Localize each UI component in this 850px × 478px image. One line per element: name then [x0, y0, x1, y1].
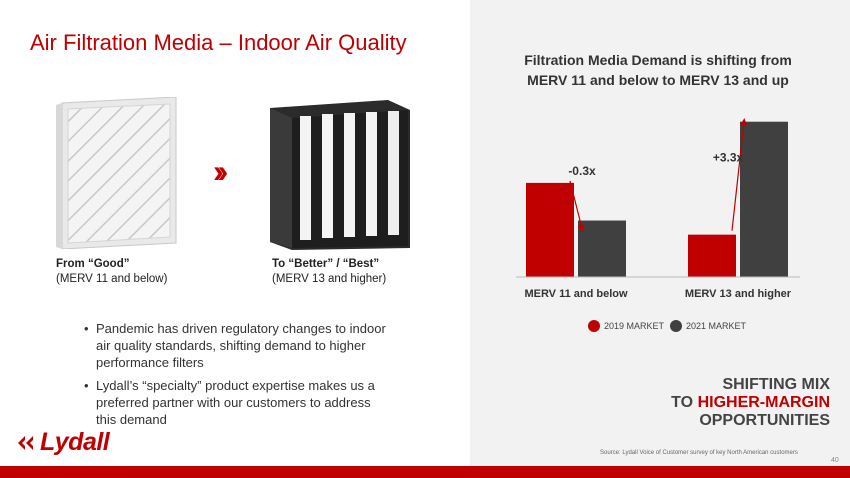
callout-line-2: TO HIGHER-MARGIN	[600, 394, 830, 412]
bar-2021-merv11	[578, 220, 626, 277]
company-logo: Lydall	[18, 428, 110, 457]
pleated-filter-image	[56, 97, 177, 249]
callout-line-3: OPPORTUNITIES	[699, 412, 830, 429]
legend-swatch-2019	[588, 320, 600, 332]
callout-line-1: SHIFTING MIX	[722, 376, 830, 393]
better-label-sub: (MERV 13 and higher)	[272, 273, 387, 285]
page-number: 40	[831, 457, 839, 464]
callout-text: SHIFTING MIX TO HIGHER-MARGIN OPPORTUNIT…	[600, 376, 830, 430]
good-label-sub: (MERV 11 and below)	[56, 273, 168, 285]
callout-highlight: HIGHER-MARGIN	[697, 394, 830, 411]
legend-label-2019: 2019 MARKET	[604, 321, 665, 331]
bar-2019-merv13	[688, 234, 736, 277]
legend-swatch-2021	[670, 320, 682, 332]
category-label: MERV 13 and higher	[685, 288, 792, 300]
bar-2021-merv13	[740, 121, 788, 277]
bar-2019-merv11	[526, 182, 574, 277]
bottom-bar	[0, 466, 850, 478]
better-label-title: To “Better” / “Best”	[272, 258, 380, 270]
better-filter-label: To “Better” / “Best” (MERV 13 and higher…	[272, 257, 386, 287]
demand-bar-chart: MERV 11 and below MERV 13 and higher -0.3x…	[516, 118, 800, 300]
source-note: Source: Lydall Voice of Customer survey …	[600, 450, 798, 456]
arrow-chevrons-icon: ››	[213, 153, 229, 189]
legend-item-2021: 2021 MARKET	[670, 320, 746, 332]
change-annotation: +3.3x	[713, 151, 744, 165]
change-arrow	[569, 180, 585, 233]
chart-title: Filtration Media Demand is shifting from…	[524, 52, 792, 88]
callout-line-2-prefix: TO	[671, 394, 694, 411]
page-title: Air Filtration Media – Indoor Air Qualit…	[30, 30, 407, 55]
bullet-item: Pandemic has driven regulatory changes t…	[84, 320, 389, 371]
change-arrow	[731, 118, 748, 231]
legend-item-2019: 2019 MARKET	[588, 320, 664, 332]
category-label: MERV 11 and below	[524, 288, 628, 300]
good-filter-label: From “Good” (MERV 11 and below)	[56, 257, 167, 287]
legend-label-2021: 2021 MARKET	[686, 321, 747, 331]
vbank-filter-image	[270, 100, 410, 250]
lydall-mark-icon	[18, 435, 33, 450]
logo-wordmark: Lydall	[40, 428, 110, 456]
bullet-list: Pandemic has driven regulatory changes t…	[84, 320, 389, 434]
good-label-title: From “Good”	[56, 258, 130, 270]
change-annotation: -0.3x	[568, 164, 596, 178]
bullet-item: Lydall’s “specialty” product expertise m…	[84, 377, 389, 428]
